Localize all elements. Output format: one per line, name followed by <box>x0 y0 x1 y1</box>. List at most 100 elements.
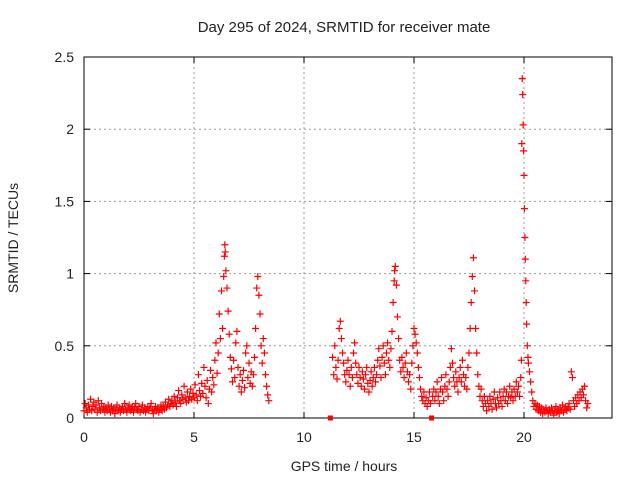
data-point <box>400 374 408 382</box>
data-point <box>211 356 219 364</box>
x-axis-label: GPS time / hours <box>291 458 398 474</box>
data-point <box>350 349 357 357</box>
data-point <box>397 368 405 376</box>
data-point <box>385 356 393 364</box>
data-point <box>363 363 371 371</box>
data-point <box>509 397 517 405</box>
data-point <box>375 345 383 353</box>
data-point <box>452 368 460 376</box>
data-point <box>225 330 233 338</box>
data-point <box>463 385 471 393</box>
data-point <box>233 327 241 335</box>
data-point <box>248 382 256 390</box>
data-point <box>439 388 447 396</box>
data-point <box>442 371 450 379</box>
data-point <box>123 408 131 416</box>
data-point <box>189 389 197 397</box>
data-point <box>356 374 364 382</box>
data-point <box>477 385 485 393</box>
data-point <box>191 381 199 389</box>
data-point <box>410 324 418 332</box>
data-point <box>374 356 382 364</box>
grid <box>84 57 612 418</box>
data-point <box>567 368 575 376</box>
data-point <box>416 374 423 382</box>
data-point <box>391 267 399 275</box>
data-point <box>517 374 525 382</box>
data-point <box>359 375 367 383</box>
data-point <box>121 400 129 408</box>
data-point <box>337 335 345 343</box>
chart-title: Day 295 of 2024, SRMTID for receiver mat… <box>198 19 491 36</box>
data-point <box>386 363 394 371</box>
x-tick-label: 5 <box>190 429 198 445</box>
data-point <box>471 287 478 295</box>
data-point <box>454 388 462 396</box>
data-point <box>425 388 433 396</box>
data-point <box>411 330 419 338</box>
axis-ticks: 0 5 10 15 20 0 0.5 1 1.5 2 2.5 <box>55 49 612 445</box>
data-point <box>336 317 344 325</box>
data-point <box>334 356 342 364</box>
y-tick-label: 1 <box>66 266 74 282</box>
data-point <box>227 365 235 373</box>
data-point <box>244 374 252 382</box>
data-point <box>365 388 373 396</box>
data-point <box>221 241 229 249</box>
data-point <box>378 353 386 361</box>
data-point <box>520 171 528 179</box>
data-point <box>257 342 265 350</box>
data-point <box>329 353 337 361</box>
data-point <box>210 381 218 389</box>
data-point <box>429 415 435 421</box>
data-point <box>332 363 340 371</box>
data-point <box>418 392 426 400</box>
data-point <box>215 310 223 318</box>
data-point <box>352 359 360 367</box>
data-point <box>234 363 242 371</box>
data-point <box>433 378 441 386</box>
y-tick-label: 2.5 <box>55 49 75 65</box>
data-point <box>229 378 236 386</box>
data-point <box>584 400 592 408</box>
data-point <box>335 324 343 332</box>
data-point <box>192 391 200 399</box>
data-point <box>469 254 477 262</box>
data-point <box>457 378 465 386</box>
data-point <box>93 408 101 416</box>
data-point <box>523 320 531 328</box>
data-point <box>518 75 526 83</box>
data-point <box>202 394 210 402</box>
data-point <box>220 272 228 280</box>
data-point <box>488 405 496 413</box>
data-point <box>515 382 522 390</box>
data-point <box>230 356 238 364</box>
data-point <box>398 353 406 361</box>
data-point <box>387 345 395 353</box>
data-point <box>372 378 379 386</box>
data-point <box>232 339 240 347</box>
data-point <box>373 371 381 379</box>
data-point <box>242 349 250 357</box>
data-point <box>438 374 445 382</box>
data-point <box>81 400 89 408</box>
data-point <box>444 392 452 400</box>
data-point <box>432 388 440 396</box>
data-point <box>219 324 227 332</box>
x-tick-label: 20 <box>516 429 532 445</box>
data-point <box>172 402 180 410</box>
data-point <box>456 363 464 371</box>
data-point <box>467 298 475 306</box>
data-point <box>214 349 222 357</box>
data-point <box>528 388 536 396</box>
data-point <box>240 366 247 374</box>
data-point <box>520 147 528 155</box>
data-point <box>483 407 491 415</box>
data-point <box>435 400 443 408</box>
data-point <box>243 342 251 350</box>
data-point <box>468 272 476 280</box>
data-point <box>427 400 434 408</box>
data-point <box>395 335 403 343</box>
data-point <box>526 368 533 376</box>
